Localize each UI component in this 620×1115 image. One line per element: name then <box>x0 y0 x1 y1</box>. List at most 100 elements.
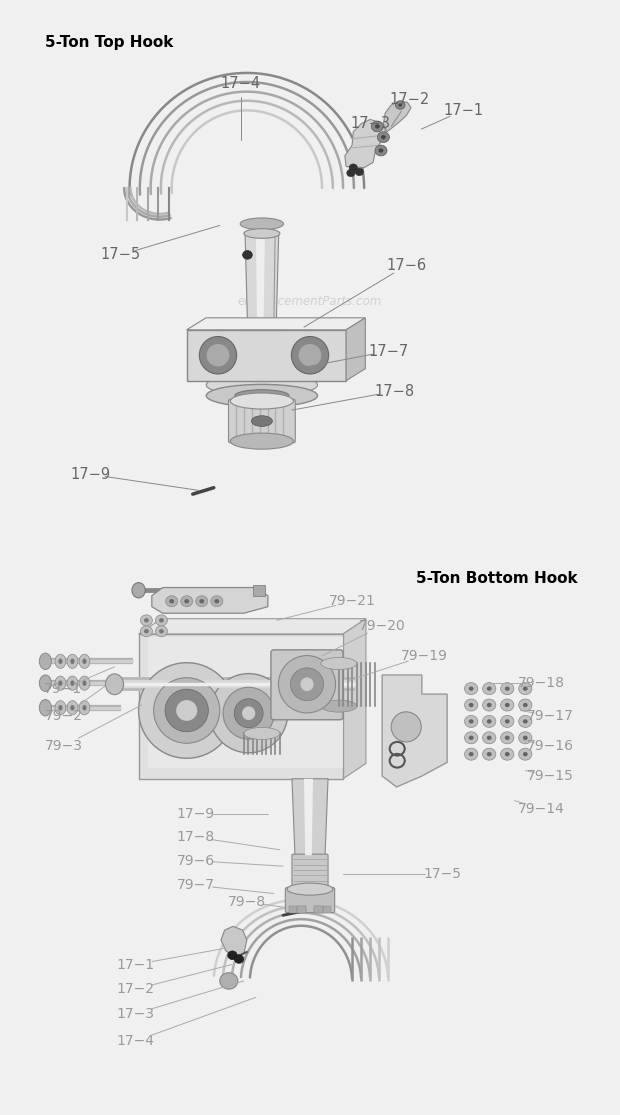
Circle shape <box>399 104 402 107</box>
Circle shape <box>196 595 208 607</box>
Circle shape <box>469 736 474 740</box>
Circle shape <box>464 716 478 727</box>
Polygon shape <box>343 619 366 778</box>
FancyBboxPatch shape <box>292 854 328 898</box>
Circle shape <box>523 702 528 707</box>
Ellipse shape <box>242 707 255 720</box>
Polygon shape <box>256 233 265 322</box>
Ellipse shape <box>67 676 78 690</box>
Circle shape <box>482 748 496 760</box>
Text: eReplacementParts.com: eReplacementParts.com <box>238 295 382 308</box>
Circle shape <box>505 752 510 756</box>
Circle shape <box>500 748 514 760</box>
Circle shape <box>519 748 532 760</box>
Text: 5-Ton Bottom Hook: 5-Ton Bottom Hook <box>416 571 578 586</box>
Polygon shape <box>148 637 343 768</box>
Ellipse shape <box>206 345 229 367</box>
Ellipse shape <box>321 658 357 669</box>
Ellipse shape <box>139 662 235 758</box>
Ellipse shape <box>210 673 288 753</box>
Text: 79−18: 79−18 <box>518 676 565 690</box>
Polygon shape <box>304 778 313 855</box>
Bar <box>297 906 306 912</box>
Circle shape <box>396 100 405 109</box>
Circle shape <box>464 699 478 711</box>
Ellipse shape <box>321 700 357 712</box>
Ellipse shape <box>291 337 329 374</box>
Circle shape <box>519 682 532 695</box>
FancyBboxPatch shape <box>229 399 295 443</box>
Ellipse shape <box>290 668 324 700</box>
Circle shape <box>500 682 514 695</box>
Polygon shape <box>383 101 411 132</box>
Text: 79−15: 79−15 <box>527 769 574 783</box>
Bar <box>297 906 306 912</box>
Circle shape <box>200 599 204 603</box>
Text: 17−3: 17−3 <box>350 116 390 132</box>
Ellipse shape <box>299 345 321 367</box>
Circle shape <box>505 702 510 707</box>
Ellipse shape <box>251 416 272 426</box>
Circle shape <box>242 251 252 259</box>
Circle shape <box>482 716 496 727</box>
Circle shape <box>487 752 492 756</box>
Ellipse shape <box>278 656 335 712</box>
Text: 79−17: 79−17 <box>527 709 574 723</box>
Circle shape <box>211 595 223 607</box>
Text: 17−3: 17−3 <box>117 1007 154 1020</box>
Ellipse shape <box>79 655 90 668</box>
Circle shape <box>215 599 219 603</box>
Circle shape <box>184 599 189 603</box>
Polygon shape <box>244 322 280 330</box>
Text: 79−7: 79−7 <box>177 879 215 892</box>
Ellipse shape <box>55 700 66 715</box>
Text: 79−2: 79−2 <box>45 709 82 723</box>
Bar <box>314 906 323 912</box>
Circle shape <box>378 132 389 143</box>
Circle shape <box>144 618 149 622</box>
Circle shape <box>487 719 492 724</box>
Text: 17−5: 17−5 <box>423 867 461 881</box>
Text: 17−2: 17−2 <box>389 93 430 107</box>
Ellipse shape <box>82 659 87 665</box>
Circle shape <box>159 629 164 633</box>
Polygon shape <box>345 119 385 167</box>
Ellipse shape <box>287 883 333 895</box>
Ellipse shape <box>67 700 78 715</box>
Circle shape <box>519 699 532 711</box>
Circle shape <box>180 595 193 607</box>
Ellipse shape <box>240 217 283 230</box>
Circle shape <box>349 164 358 172</box>
Ellipse shape <box>391 711 421 741</box>
Circle shape <box>505 736 510 740</box>
Circle shape <box>523 752 528 756</box>
Bar <box>289 906 297 912</box>
Circle shape <box>169 599 174 603</box>
Text: 17−1: 17−1 <box>117 958 154 971</box>
Polygon shape <box>346 318 365 380</box>
Ellipse shape <box>58 659 63 665</box>
Circle shape <box>487 702 492 707</box>
Bar <box>253 584 265 595</box>
Ellipse shape <box>244 229 280 239</box>
Text: 17−2: 17−2 <box>117 982 154 996</box>
Text: 17−8: 17−8 <box>177 831 215 844</box>
Circle shape <box>156 626 167 637</box>
Circle shape <box>228 951 237 960</box>
Text: 5-Ton Top Hook: 5-Ton Top Hook <box>45 36 174 50</box>
Polygon shape <box>152 588 268 613</box>
Polygon shape <box>221 927 247 958</box>
Circle shape <box>371 122 383 132</box>
Circle shape <box>523 719 528 724</box>
Polygon shape <box>187 318 365 330</box>
Circle shape <box>487 736 492 740</box>
Ellipse shape <box>234 699 263 728</box>
Circle shape <box>519 731 532 744</box>
Ellipse shape <box>70 705 74 710</box>
Polygon shape <box>382 675 447 787</box>
Ellipse shape <box>176 700 197 721</box>
Text: 17−9: 17−9 <box>71 467 110 482</box>
Text: 79−16: 79−16 <box>527 739 574 753</box>
Bar <box>314 906 323 912</box>
Circle shape <box>469 752 474 756</box>
